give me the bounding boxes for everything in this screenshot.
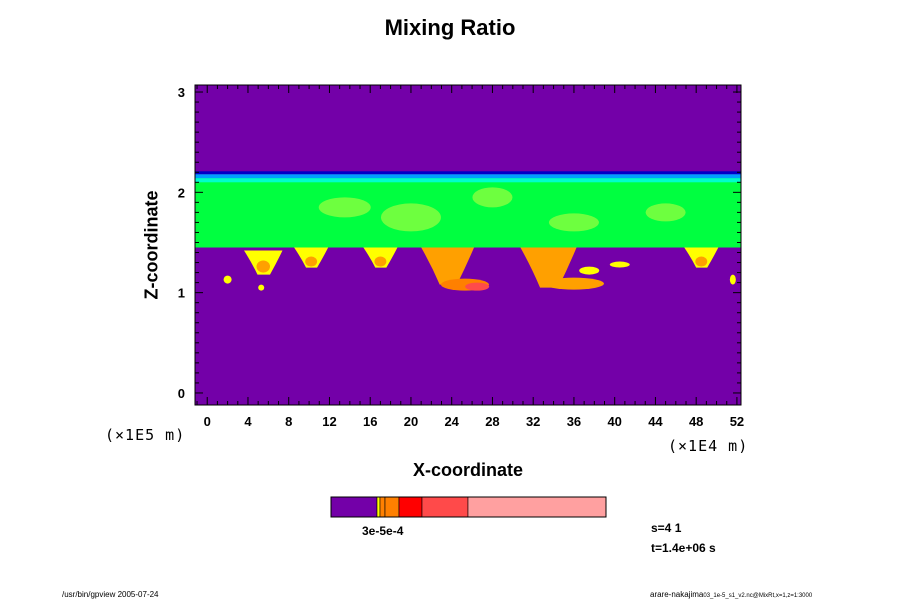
- plume-core: [538, 261, 559, 282]
- colorbar-segment: [421, 496, 469, 518]
- chart-title: Mixing Ratio: [384, 15, 516, 40]
- colorbar-segment: [376, 496, 381, 518]
- x-scale-note: (×1E4 m): [668, 437, 749, 455]
- plume-blob: [465, 282, 490, 291]
- x-tick-label: 16: [363, 414, 377, 429]
- y-tick-label: 0: [178, 386, 185, 401]
- cloud-patch: [380, 203, 441, 232]
- footer-right: arare-nakajima03_1e-5_s1_v2.nc@MixRt,x=1…: [650, 590, 812, 599]
- plume-core: [256, 260, 270, 273]
- plume-core: [374, 256, 387, 267]
- cloud-patch: [645, 203, 686, 222]
- plume-blob: [543, 277, 604, 290]
- top-edge-band: [195, 171, 741, 175]
- x-tick-label: 48: [689, 414, 703, 429]
- plume-blob: [579, 266, 600, 275]
- x-tick-label: 52: [730, 414, 744, 429]
- y-scale-note: (×1E5 m): [105, 426, 186, 444]
- plume-blob: [609, 261, 630, 268]
- footer-right-small: 03_1e-5_s1_v2.nc@MixRt,x=1,z=1:3000: [703, 593, 813, 599]
- y-tick-label: 1: [178, 286, 185, 301]
- plume-core: [438, 260, 457, 280]
- s-label: s=4 1: [651, 521, 682, 535]
- top-edge-band: [195, 174, 741, 179]
- footer-left: /usr/bin/gpview 2005-07-24: [62, 590, 159, 599]
- colorbar-frame: [330, 496, 607, 518]
- x-tick-label: 36: [567, 414, 581, 429]
- plume-blob: [729, 274, 736, 285]
- y-tick-label: 3: [178, 85, 185, 100]
- x-tick-label: 12: [322, 414, 336, 429]
- x-axis-label: X-coordinate: [412, 460, 523, 480]
- x-tick-label: 0: [204, 414, 211, 429]
- cloud-patch: [318, 197, 371, 218]
- colorbar-label: 3e-5e-4: [362, 524, 404, 538]
- x-tick-label: 20: [404, 414, 418, 429]
- plume-blob: [223, 275, 232, 284]
- colorbar-segment: [398, 496, 423, 518]
- plume-blob: [258, 284, 265, 291]
- plume-core: [305, 256, 318, 267]
- cloud-patch: [472, 187, 513, 208]
- colorbar-segment: [330, 496, 378, 518]
- y-tick-label: 2: [178, 185, 185, 200]
- t-label: t=1.4e+06 s: [651, 541, 716, 555]
- x-tick-label: 8: [285, 414, 292, 429]
- colorbar-segment: [379, 496, 386, 518]
- plot-frame: [194, 84, 742, 406]
- footer-right-main: arare-nakajima: [650, 590, 704, 599]
- top-edge-band: [195, 178, 741, 183]
- x-tick-label: 40: [607, 414, 621, 429]
- cloud-patch: [548, 213, 599, 232]
- x-tick-label: 24: [444, 414, 459, 429]
- x-tick-label: 32: [526, 414, 540, 429]
- x-tick-label: 4: [244, 414, 252, 429]
- x-tick-label: 28: [485, 414, 499, 429]
- x-tick-label: 44: [648, 414, 663, 429]
- colorbar-segment: [384, 496, 400, 518]
- plume-core: [695, 256, 708, 267]
- colorbar-segment: [467, 496, 607, 518]
- y-axis-label: Z-coordinate: [141, 190, 162, 300]
